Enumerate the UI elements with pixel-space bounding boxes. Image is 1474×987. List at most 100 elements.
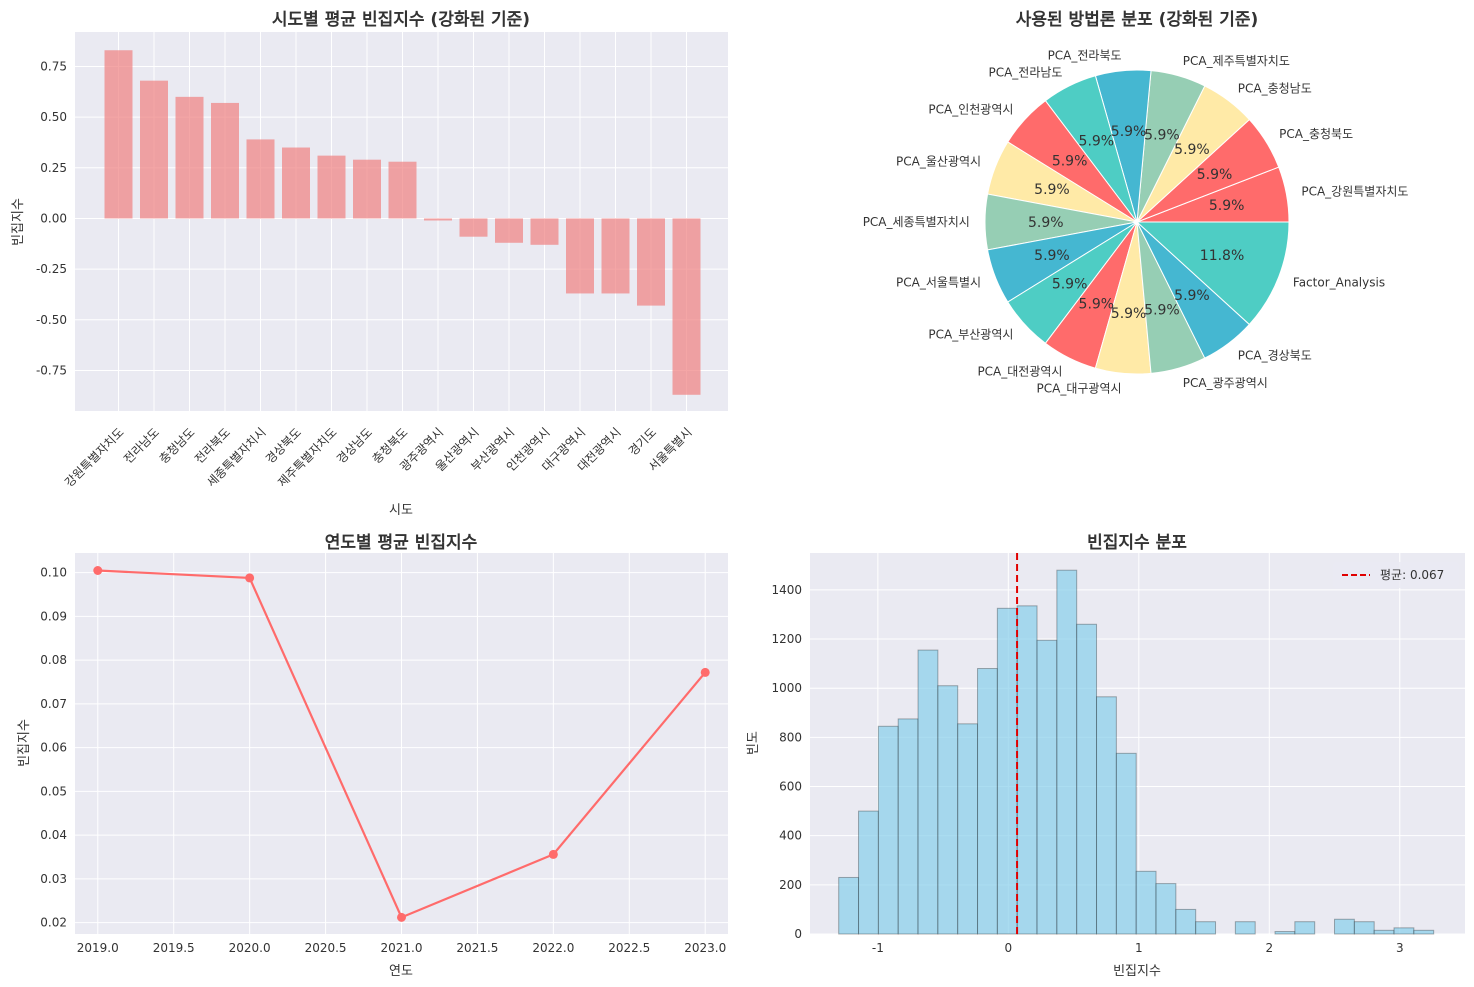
pie-label: PCA_부산광역시 (928, 328, 1013, 342)
data-point (548, 849, 558, 859)
histogram-bar (1274, 931, 1296, 935)
histogram-bar (977, 668, 998, 935)
y-tick-label: 0.00 (40, 211, 67, 225)
pie-label: PCA_충청남도 (1238, 82, 1312, 96)
x-axis-label: 시도 (389, 503, 413, 518)
bar (353, 159, 381, 219)
x-tick-label: 2019.0 (77, 941, 119, 955)
bar (637, 218, 665, 306)
x-tick-label: 전라남도 (121, 425, 162, 466)
x-tick-label: 충청남도 (156, 425, 197, 466)
histogram-bar (957, 723, 979, 935)
histogram-bar (996, 607, 1018, 935)
y-tick-label: 0 (794, 927, 802, 941)
bar (459, 218, 488, 237)
x-tick-label: 0 (1005, 941, 1013, 955)
y-tick-label: -0.50 (36, 313, 67, 327)
y-axis-label: 빈집지수 (11, 198, 26, 246)
histogram-bar (1076, 623, 1098, 935)
pie-label: Factor_Analysis (1293, 275, 1385, 289)
y-tick-label: 0.10 (40, 566, 67, 580)
pie-pct-label: 11.8% (1200, 248, 1244, 264)
data-point (397, 912, 406, 922)
bar (246, 139, 275, 219)
y-tick-label: 800 (779, 730, 802, 744)
x-tick-label: 3 (1396, 941, 1404, 955)
y-axis-label: 빈집지수 (17, 719, 32, 767)
x-axis-label: 빈집지수 (1113, 964, 1161, 979)
y-tick-label: 1400 (771, 583, 802, 597)
pie-label: PCA_대구광역시 (1037, 381, 1122, 395)
x-tick-label: 2021.5 (456, 941, 498, 955)
legend-label-mean: 평균: 0.067 (1380, 568, 1444, 582)
y-tick-label: 0.75 (40, 59, 67, 73)
y-tick-label: -0.25 (36, 262, 67, 276)
bar (566, 218, 594, 294)
bar (104, 50, 133, 219)
pie-labels: PCA_강원특별자치도 5.9% PCA_충청북도 5.9% PCA_충청남도 5.9% P… (863, 49, 1409, 396)
y-axis-label: 빈도 (746, 731, 761, 755)
histogram-bar (858, 810, 879, 935)
x-tick-label: -1 (872, 941, 884, 955)
histogram-bar (1393, 927, 1415, 935)
histogram-bar (1413, 929, 1435, 935)
x-tick-label: 2022.0 (532, 941, 574, 955)
y-tick-label: 0.25 (40, 161, 67, 175)
histogram-bar (1016, 605, 1038, 935)
x-tick-label: 2020.5 (305, 941, 347, 955)
pie-pct-label: 5.9% (1034, 182, 1070, 198)
y-tick-label: 0.08 (40, 653, 67, 667)
histogram-distribution: 0 200 400 600 800 1000 1200 1400 -1 0 1 2 3 평균: 0.0… (746, 533, 1465, 979)
bar (424, 218, 452, 221)
chart-title: 시도별 평균 빈집지수 (강화된 기준) (272, 10, 530, 30)
x-tick-label: 2022.5 (608, 941, 650, 955)
y-tick-label: 600 (779, 780, 802, 794)
pie-label: PCA_경상북도 (1238, 348, 1312, 362)
x-tick-label: 2019.5 (153, 941, 195, 955)
histogram-bar (1175, 908, 1197, 935)
x-tick-label: 2 (1265, 941, 1273, 955)
histogram-bars (838, 553, 1435, 935)
y-tick-label: 0.02 (40, 916, 67, 930)
chart-title: 사용된 방법론 분포 (강화된 기준) (1016, 10, 1259, 30)
pie-pct-label: 5.9% (1174, 288, 1210, 304)
pie-label: PCA_강원특별자치도 (1301, 184, 1408, 198)
x-tick-label: 2021.0 (381, 941, 423, 955)
chart-title: 연도별 평균 빈집지수 (325, 533, 478, 553)
histogram-bar (1373, 929, 1395, 935)
histogram-bar (1056, 569, 1078, 935)
x-tick-labels: -1 0 1 2 3 (872, 941, 1404, 955)
histogram-bar (877, 725, 899, 935)
y-tick-label: 200 (779, 878, 802, 892)
y-tick-label: 0.06 (40, 741, 67, 755)
bar (672, 218, 701, 395)
pie-label: PCA_제주특별자치도 (1183, 54, 1290, 68)
bar (317, 155, 346, 219)
y-tick-labels: 0.02 0.03 0.04 0.05 0.06 0.07 0.08 0.09 0.10 (40, 566, 67, 930)
y-tick-labels: 0 200 400 600 800 1000 1200 1400 (771, 583, 802, 941)
pie-pct-label: 5.9% (1174, 142, 1210, 158)
bar-chart-region-avg: -0.75 -0.50 -0.25 0.00 0.25 0.50 0.75 강원특별자치도전… (11, 10, 728, 518)
line-chart-yearly-avg: 0.02 0.03 0.04 0.05 0.06 0.07 0.08 0.09 0.10 201… (17, 533, 728, 979)
histogram-bar (1294, 921, 1316, 935)
y-tick-label: 0.03 (40, 872, 67, 886)
bar (530, 218, 559, 245)
pie-pct-label: 5.9% (1144, 127, 1180, 143)
bars (104, 50, 701, 395)
pie-slices (984, 69, 1290, 375)
pie-pct-label: 5.9% (1052, 154, 1088, 170)
x-tick-label: 강원특별자치도 (62, 425, 127, 490)
histogram-bar (897, 718, 919, 935)
bar (388, 161, 417, 219)
histogram-bar (1155, 883, 1177, 935)
x-tick-label: 경상남도 (334, 425, 375, 466)
pie-label: PCA_서울특별시 (896, 275, 981, 289)
y-tick-label: 0.07 (40, 697, 67, 711)
y-tick-label: 400 (779, 829, 802, 843)
bar (175, 96, 204, 219)
y-tick-label: 1200 (771, 632, 802, 646)
pie-pct-label: 5.9% (1111, 306, 1147, 322)
histogram-bar (1234, 921, 1256, 935)
y-tick-label: 0.05 (40, 784, 67, 798)
